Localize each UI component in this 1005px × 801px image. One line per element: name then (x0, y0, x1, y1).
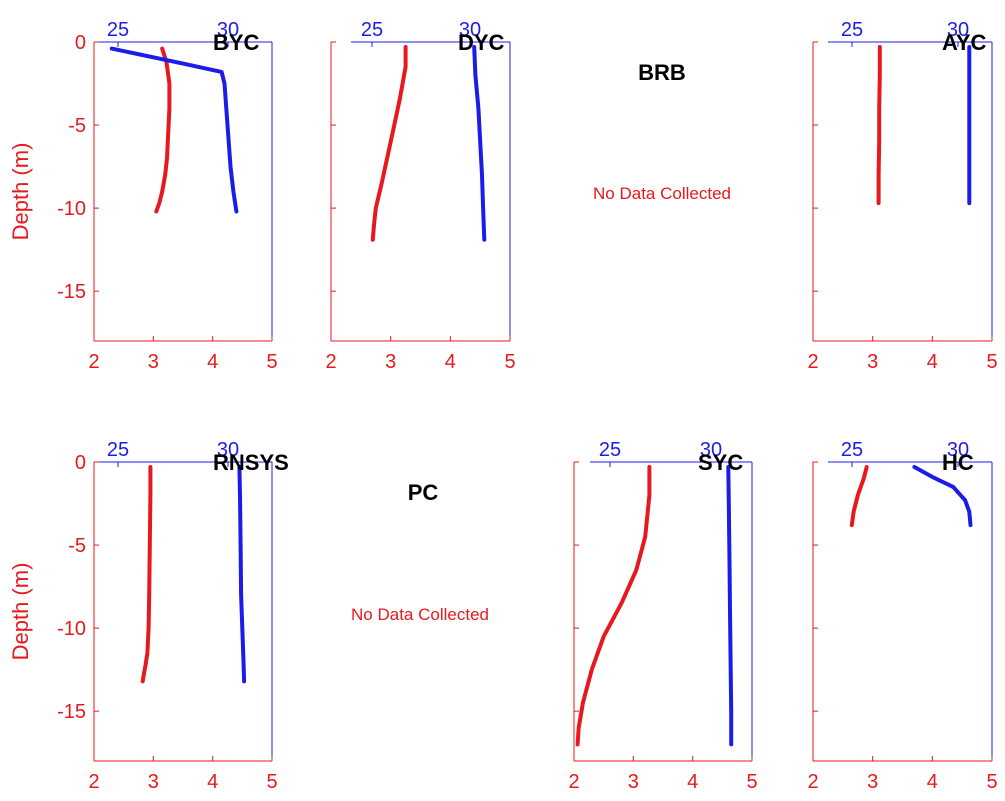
left-tick-label: -15 (57, 701, 86, 723)
bottom-tick-label: 2 (325, 351, 336, 373)
top-tick-label: 25 (599, 439, 621, 461)
bottom-tick-label: 5 (504, 351, 515, 373)
panel-title: RNSYS (213, 450, 289, 475)
blue-profile-line (472, 45, 487, 242)
left-tick-label: -5 (68, 535, 86, 557)
red-profile-line (154, 46, 172, 214)
bottom-tick-label: 4 (445, 351, 456, 373)
left-tick-label: -10 (57, 198, 86, 220)
bottom-tick-label: 3 (385, 351, 396, 373)
red-profile-line (370, 45, 408, 242)
no-data-label: No Data Collected (351, 605, 489, 624)
y-axis-label: Depth (m) (8, 563, 33, 661)
blue-profile-line (237, 465, 247, 684)
red-profile-line (140, 465, 153, 684)
panel-title: DYC (458, 30, 505, 55)
top-tick-label: 30 (217, 439, 239, 461)
bottom-tick-label: 3 (867, 351, 878, 373)
bottom-tick-label: 3 (148, 771, 159, 793)
top-tick-label: 25 (841, 439, 863, 461)
panel-title: BYC (213, 30, 260, 55)
bottom-tick-label: 2 (88, 351, 99, 373)
bottom-tick-label: 4 (687, 771, 698, 793)
top-tick-label: 25 (361, 19, 383, 41)
bottom-tick-label: 4 (927, 771, 938, 793)
bottom-tick-label: 5 (266, 351, 277, 373)
bottom-tick-label: 3 (148, 351, 159, 373)
bottom-tick-label: 4 (927, 351, 938, 373)
left-tick-label: -15 (57, 281, 86, 303)
no-data-label: No Data Collected (593, 184, 731, 203)
blue-profile-line (912, 465, 973, 528)
bottom-tick-label: 5 (746, 771, 757, 793)
top-tick-label: 30 (947, 439, 969, 461)
left-tick-label: -10 (57, 618, 86, 640)
bottom-tick-label: 4 (207, 771, 218, 793)
left-tick-label: 0 (75, 32, 86, 54)
blue-profile-line (109, 46, 239, 214)
top-tick-label: 25 (841, 19, 863, 41)
bottom-tick-label: 3 (867, 771, 878, 793)
panel-title: BRB (638, 60, 686, 85)
red-profile-line (849, 465, 869, 528)
red-profile-line (876, 45, 882, 206)
top-tick-label: 30 (700, 439, 722, 461)
panel-title: PC (408, 480, 439, 505)
bottom-tick-label: 2 (88, 771, 99, 793)
blue-profile-line (726, 465, 734, 747)
y-axis-label: Depth (m) (8, 143, 33, 241)
panel-title: AYC (942, 30, 987, 55)
bottom-tick-label: 5 (266, 771, 277, 793)
top-tick-label: 30 (947, 19, 969, 41)
bottom-tick-label: 4 (207, 351, 218, 373)
bottom-tick-label: 2 (807, 771, 818, 793)
panel-title: SYC (698, 450, 743, 475)
bottom-tick-label: 2 (568, 771, 579, 793)
top-tick-label: 25 (107, 19, 129, 41)
red-profile-line (575, 465, 652, 747)
bottom-tick-label: 5 (986, 351, 997, 373)
left-tick-label: 0 (75, 452, 86, 474)
bottom-tick-label: 3 (628, 771, 639, 793)
top-tick-label: 25 (107, 439, 129, 461)
bottom-tick-label: 2 (807, 351, 818, 373)
top-tick-label: 30 (217, 19, 239, 41)
bottom-tick-label: 5 (986, 771, 997, 793)
panel-title: HC (942, 450, 974, 475)
top-tick-label: 30 (459, 19, 481, 41)
left-tick-label: -5 (68, 115, 86, 137)
